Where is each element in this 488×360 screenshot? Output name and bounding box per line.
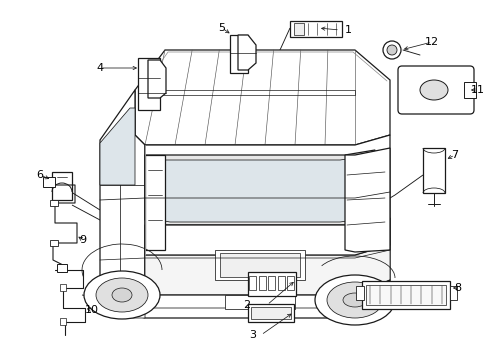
Text: 10: 10 <box>85 305 99 315</box>
Polygon shape <box>238 35 256 70</box>
Polygon shape <box>100 280 389 318</box>
Polygon shape <box>100 278 145 318</box>
Bar <box>449 286 456 300</box>
Bar <box>50 200 58 206</box>
Bar <box>277 276 284 290</box>
Polygon shape <box>229 35 247 73</box>
Text: 9: 9 <box>79 235 86 245</box>
Text: 12: 12 <box>424 37 438 47</box>
Polygon shape <box>361 281 449 309</box>
Polygon shape <box>100 108 135 185</box>
Bar <box>215 250 305 280</box>
Ellipse shape <box>112 288 132 302</box>
Bar <box>293 23 304 35</box>
Bar <box>50 240 58 246</box>
Ellipse shape <box>326 282 382 318</box>
Ellipse shape <box>419 80 447 100</box>
Polygon shape <box>145 135 389 295</box>
Bar <box>43 177 55 187</box>
Polygon shape <box>145 150 374 225</box>
Ellipse shape <box>96 278 148 312</box>
Ellipse shape <box>84 271 160 319</box>
Bar <box>60 318 66 325</box>
Bar <box>220 253 299 277</box>
Bar <box>463 82 475 98</box>
Bar <box>60 284 66 291</box>
Polygon shape <box>247 304 293 322</box>
Polygon shape <box>145 155 164 250</box>
Text: 2: 2 <box>243 300 250 310</box>
Text: 5: 5 <box>218 23 225 33</box>
Bar <box>267 276 274 290</box>
Bar <box>248 276 256 290</box>
FancyBboxPatch shape <box>397 66 473 114</box>
Polygon shape <box>100 90 145 295</box>
Polygon shape <box>345 148 389 252</box>
Ellipse shape <box>314 275 394 325</box>
Polygon shape <box>52 172 72 200</box>
Text: 3: 3 <box>249 330 256 340</box>
Polygon shape <box>138 58 160 110</box>
Text: 8: 8 <box>453 283 461 293</box>
Polygon shape <box>422 148 444 193</box>
Text: 6: 6 <box>37 170 43 180</box>
Bar <box>355 286 363 300</box>
Polygon shape <box>148 156 367 222</box>
Bar <box>258 276 265 290</box>
Bar <box>57 264 67 272</box>
Text: 11: 11 <box>470 85 484 95</box>
Polygon shape <box>247 272 295 296</box>
Bar <box>224 295 294 309</box>
Bar <box>289 21 341 37</box>
Polygon shape <box>145 245 389 295</box>
Polygon shape <box>365 285 445 305</box>
Ellipse shape <box>386 45 396 55</box>
Ellipse shape <box>342 293 366 307</box>
Polygon shape <box>145 218 389 255</box>
Text: 4: 4 <box>96 63 103 73</box>
Polygon shape <box>250 307 290 319</box>
Ellipse shape <box>382 41 400 59</box>
Polygon shape <box>148 60 165 98</box>
Polygon shape <box>135 50 389 145</box>
Text: 7: 7 <box>450 150 458 160</box>
Bar <box>286 276 293 290</box>
Text: 1: 1 <box>344 25 351 35</box>
